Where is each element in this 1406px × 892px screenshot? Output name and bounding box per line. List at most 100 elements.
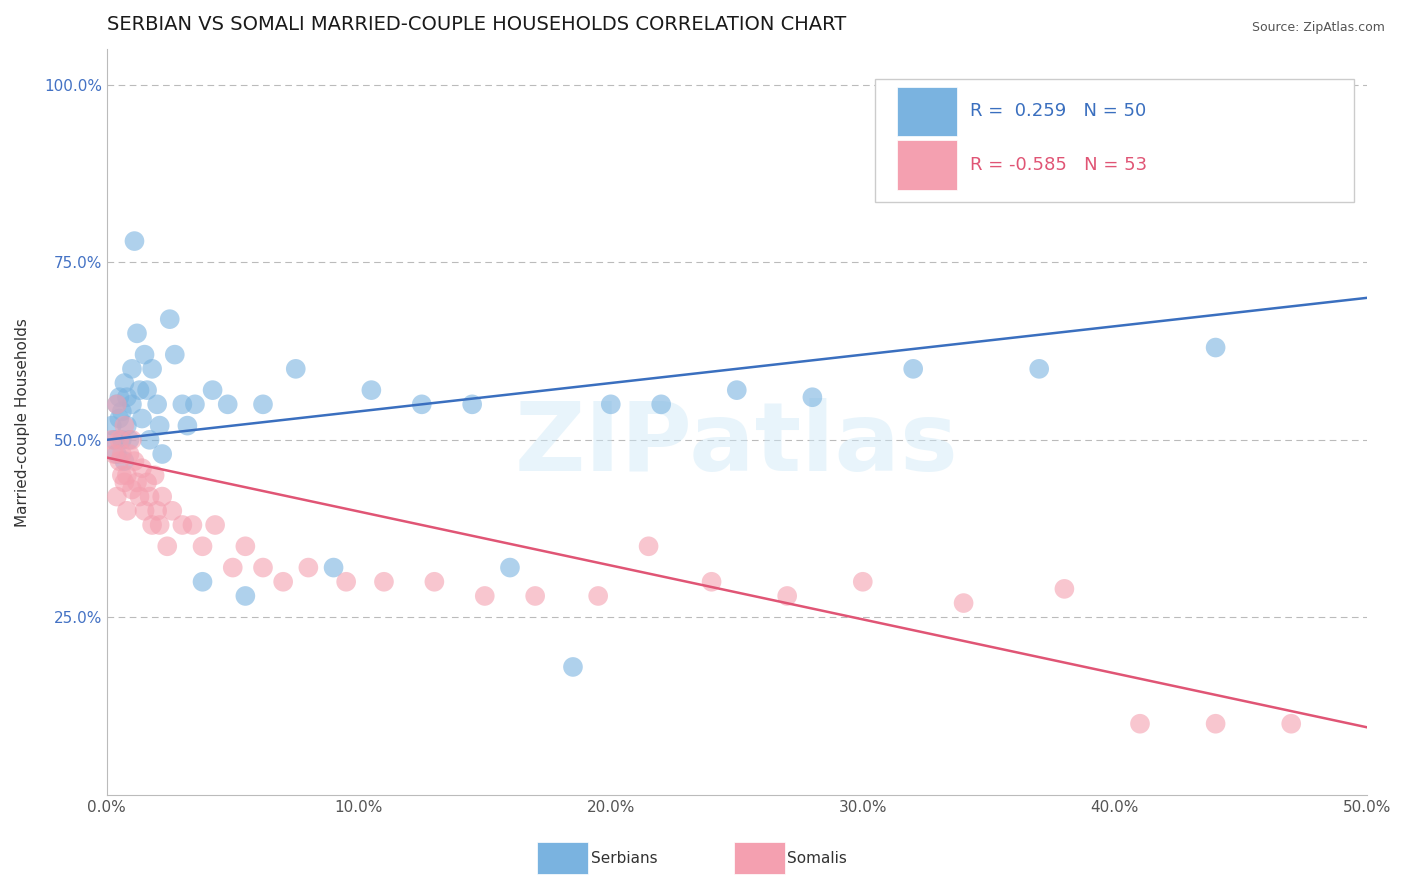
Point bbox=[115, 468, 138, 483]
Point bbox=[115, 418, 138, 433]
Point bbox=[105, 490, 128, 504]
Point bbox=[284, 361, 307, 376]
Point bbox=[134, 504, 156, 518]
Point bbox=[474, 589, 496, 603]
Point bbox=[599, 397, 621, 411]
Point bbox=[111, 433, 134, 447]
Point bbox=[163, 348, 186, 362]
Point bbox=[499, 560, 522, 574]
Point bbox=[191, 539, 214, 553]
Point bbox=[222, 560, 245, 574]
Point bbox=[801, 390, 824, 404]
FancyBboxPatch shape bbox=[897, 140, 957, 190]
Text: R =  0.259   N = 50: R = 0.259 N = 50 bbox=[970, 103, 1146, 120]
Point bbox=[108, 390, 131, 404]
Point bbox=[128, 383, 150, 397]
Point bbox=[335, 574, 357, 589]
Point bbox=[125, 326, 148, 341]
Point bbox=[725, 383, 748, 397]
Text: ZIPatlas: ZIPatlas bbox=[515, 398, 959, 491]
Point bbox=[271, 574, 294, 589]
Point bbox=[1205, 716, 1227, 731]
Point bbox=[1129, 716, 1152, 731]
Point bbox=[131, 461, 153, 475]
Point bbox=[118, 447, 141, 461]
Point bbox=[124, 454, 146, 468]
Point bbox=[141, 518, 163, 533]
Point bbox=[172, 397, 194, 411]
Point bbox=[108, 411, 131, 425]
Point bbox=[131, 411, 153, 425]
Point bbox=[201, 383, 224, 397]
Point bbox=[101, 433, 124, 447]
Point bbox=[108, 454, 131, 468]
Point bbox=[524, 589, 547, 603]
Point bbox=[204, 518, 226, 533]
Y-axis label: Married-couple Households: Married-couple Households bbox=[15, 318, 30, 526]
Point bbox=[162, 504, 184, 518]
Point bbox=[191, 574, 214, 589]
Point bbox=[461, 397, 484, 411]
Point bbox=[134, 348, 156, 362]
Point bbox=[952, 596, 974, 610]
Point bbox=[1205, 341, 1227, 355]
Point bbox=[136, 383, 159, 397]
Point bbox=[562, 660, 585, 674]
Point bbox=[115, 504, 138, 518]
Point bbox=[235, 539, 257, 553]
Text: Serbians: Serbians bbox=[591, 851, 657, 865]
Point bbox=[118, 433, 141, 447]
Point bbox=[108, 433, 131, 447]
Point bbox=[112, 454, 135, 468]
Point bbox=[112, 376, 135, 390]
Point bbox=[111, 404, 134, 418]
Point bbox=[125, 475, 148, 490]
Point bbox=[184, 397, 207, 411]
Point bbox=[138, 433, 160, 447]
Point bbox=[103, 447, 125, 461]
Point bbox=[322, 560, 344, 574]
Point bbox=[121, 433, 143, 447]
Point bbox=[112, 418, 135, 433]
Point bbox=[149, 418, 172, 433]
Point bbox=[105, 397, 128, 411]
Point bbox=[101, 418, 124, 433]
Point bbox=[121, 397, 143, 411]
Point bbox=[650, 397, 672, 411]
Point bbox=[1279, 716, 1302, 731]
Point bbox=[146, 397, 169, 411]
Point bbox=[111, 468, 134, 483]
Point bbox=[637, 539, 659, 553]
Text: Somalis: Somalis bbox=[787, 851, 848, 865]
Text: Source: ZipAtlas.com: Source: ZipAtlas.com bbox=[1251, 21, 1385, 34]
Point bbox=[150, 447, 173, 461]
Point bbox=[1053, 582, 1076, 596]
Point bbox=[423, 574, 446, 589]
Point bbox=[146, 504, 169, 518]
Point bbox=[149, 518, 172, 533]
Point bbox=[252, 397, 274, 411]
Point bbox=[373, 574, 395, 589]
Point bbox=[235, 589, 257, 603]
FancyBboxPatch shape bbox=[897, 87, 957, 136]
Point bbox=[121, 483, 143, 497]
Point bbox=[159, 312, 181, 326]
Point bbox=[143, 468, 166, 483]
Point bbox=[776, 589, 799, 603]
Point bbox=[111, 447, 134, 461]
Point bbox=[1028, 361, 1050, 376]
Point bbox=[128, 490, 150, 504]
Point bbox=[138, 490, 160, 504]
Point bbox=[586, 589, 609, 603]
Point bbox=[115, 390, 138, 404]
Point bbox=[124, 234, 146, 248]
Point bbox=[411, 397, 433, 411]
Point bbox=[852, 574, 875, 589]
Point bbox=[172, 518, 194, 533]
Point bbox=[297, 560, 319, 574]
Point bbox=[136, 475, 159, 490]
Point bbox=[181, 518, 204, 533]
Point bbox=[150, 490, 173, 504]
Text: R = -0.585   N = 53: R = -0.585 N = 53 bbox=[970, 156, 1147, 174]
Point bbox=[176, 418, 198, 433]
